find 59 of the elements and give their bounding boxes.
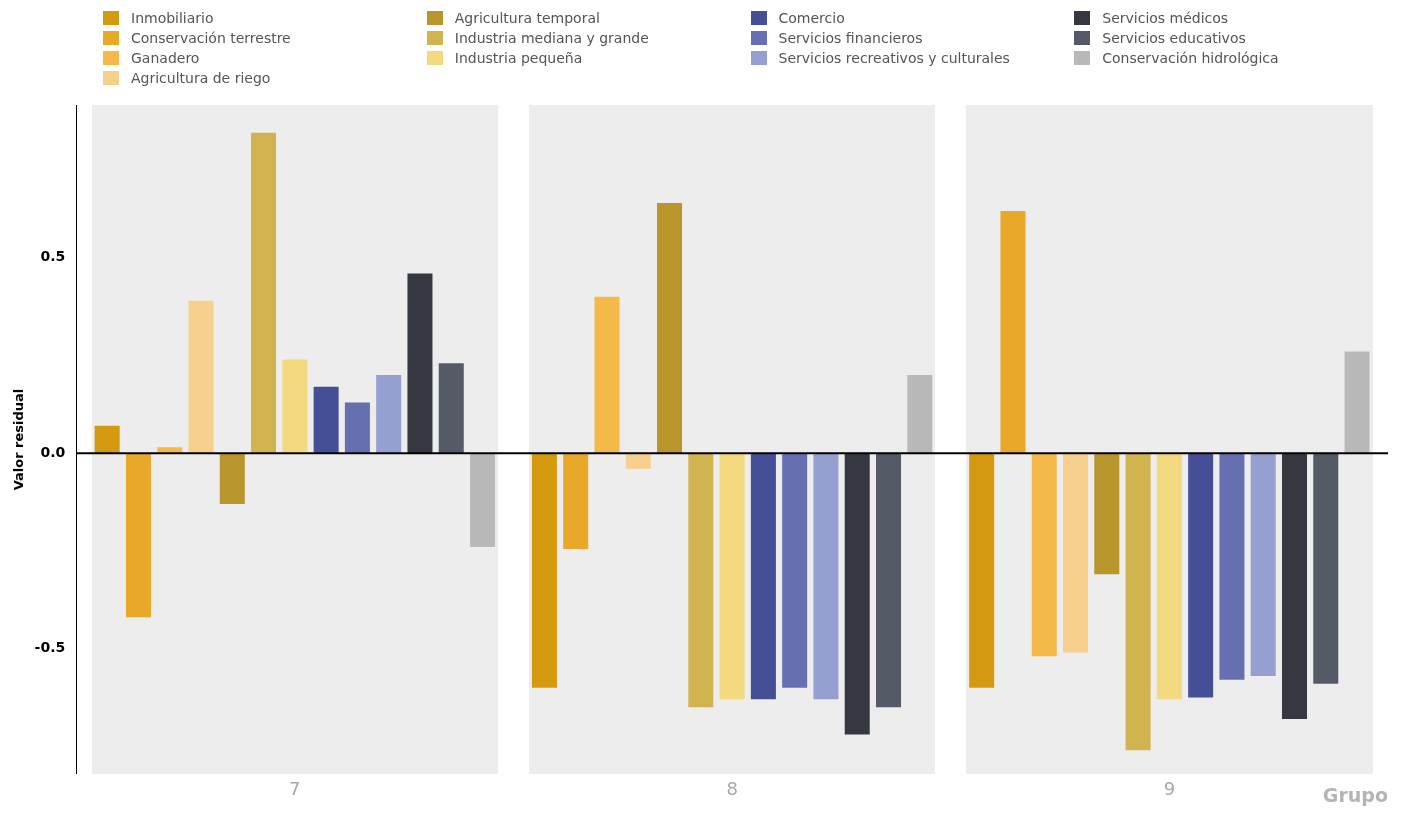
bar <box>1313 453 1339 684</box>
bar <box>750 453 776 700</box>
y-axis-title: Valor residual <box>11 388 27 491</box>
bar <box>1250 453 1276 676</box>
bar <box>125 453 151 618</box>
bar <box>844 453 870 735</box>
legend-label: Servicios recreativos y culturales <box>778 50 1010 66</box>
bar <box>876 453 902 708</box>
bar <box>969 453 995 688</box>
bar <box>344 402 370 454</box>
legend-label: Agricultura temporal <box>454 10 600 26</box>
bar <box>94 425 120 454</box>
legend-label: Conservación hidrológica <box>1102 50 1279 66</box>
bar <box>1156 453 1182 700</box>
bar <box>219 453 245 504</box>
bar <box>688 453 714 708</box>
x-tick-label: 8 <box>726 778 738 800</box>
y-tick-label: 0.0 <box>40 443 66 460</box>
bar <box>407 273 433 454</box>
legend-label: Servicios educativos <box>1102 30 1246 46</box>
bar <box>438 363 464 454</box>
bar <box>282 359 308 454</box>
bar <box>251 132 277 454</box>
legend-label: Industria pequeña <box>454 50 583 66</box>
bar <box>531 453 557 688</box>
bar <box>1344 351 1370 454</box>
bar <box>1125 453 1151 751</box>
bar <box>1031 453 1057 657</box>
bar <box>813 453 839 700</box>
bar <box>1063 453 1089 653</box>
bar <box>376 375 402 454</box>
bar <box>719 453 745 700</box>
bar <box>782 453 808 688</box>
bar <box>470 453 496 547</box>
legend-label: Conservación terrestre <box>131 30 291 46</box>
bar <box>1188 453 1214 698</box>
legend-label: Agricultura de riego <box>131 70 271 86</box>
legend-label: Servicios financieros <box>778 30 923 46</box>
legend-label: Industria mediana y grande <box>454 30 649 46</box>
legend-label: Comercio <box>778 10 845 26</box>
x-tick-label: 7 <box>289 778 301 800</box>
y-tick-label: -0.5 <box>34 639 66 656</box>
bar <box>313 386 339 454</box>
bar <box>594 296 620 454</box>
x-axis-title: Grupo <box>1322 783 1388 806</box>
bar <box>657 203 683 454</box>
bar <box>563 453 589 549</box>
bar <box>907 375 933 454</box>
legend-label: Inmobiliario <box>131 10 214 26</box>
bar <box>1219 453 1245 680</box>
bar <box>1000 210 1026 454</box>
legend-label: Ganadero <box>131 50 200 66</box>
legend-label: Servicios médicos <box>1102 10 1229 26</box>
bar <box>188 300 214 454</box>
x-tick-label: 9 <box>1163 778 1176 800</box>
bar <box>625 453 651 469</box>
y-tick-label: 0.5 <box>40 248 66 265</box>
bar <box>1281 453 1308 719</box>
bar <box>1094 453 1120 575</box>
